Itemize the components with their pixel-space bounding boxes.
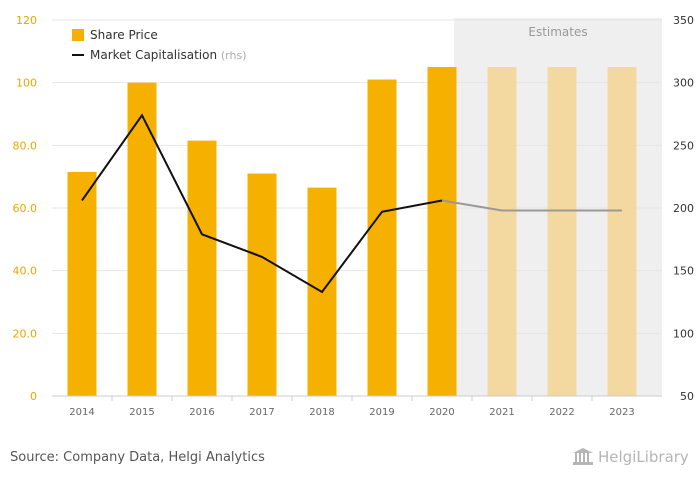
right-axis-tick: 250 xyxy=(673,139,694,152)
left-axis-tick: 60.0 xyxy=(13,202,38,215)
x-axis-tick: 2017 xyxy=(249,407,274,418)
chart: Estimates 0 20.0 40.0 60.0 80.0 100 120 50 100 150… xyxy=(13,14,695,418)
market-cap-line-estimate xyxy=(441,199,622,212)
x-axis-tick: 2020 xyxy=(429,407,454,418)
right-axis-tick: 100 xyxy=(673,327,694,340)
brand-name: HelgiLibrary xyxy=(598,448,689,466)
left-axis-tick: 40.0 xyxy=(13,265,38,278)
right-axis-tick: 50 xyxy=(680,390,694,403)
share-price-bar xyxy=(547,67,577,396)
x-axis-tick: 2023 xyxy=(609,407,634,418)
x-axis-tick: 2021 xyxy=(489,407,514,418)
right-axis-tick: 300 xyxy=(673,77,694,90)
x-axis-tick: 2019 xyxy=(369,407,394,418)
x-axis-tick: 2014 xyxy=(69,407,94,418)
brand-logo: HelgiLibrary xyxy=(572,448,689,466)
share-price-bar xyxy=(367,79,397,397)
left-axis-tick: 0 xyxy=(30,390,37,403)
legend-share-price-swatch xyxy=(72,29,84,41)
right-axis-tick: 200 xyxy=(673,202,694,215)
left-axis-tick: 120 xyxy=(16,14,37,27)
share-price-bar xyxy=(487,67,517,396)
x-axis-tick: 2018 xyxy=(309,407,334,418)
right-axis-tick: 150 xyxy=(673,265,694,278)
share-price-bar xyxy=(247,173,277,396)
legend-rhs-suffix: (rhs) xyxy=(221,49,247,62)
share-price-bar xyxy=(427,67,457,396)
left-axis-tick: 100 xyxy=(16,77,37,90)
x-axis-tick: 2022 xyxy=(549,407,574,418)
left-axis-tick: 20.0 xyxy=(13,327,38,340)
share-price-bar xyxy=(607,67,637,396)
right-axis-tick: 350 xyxy=(673,14,694,27)
market-cap-line xyxy=(81,113,443,294)
x-axis-tick: 2016 xyxy=(189,407,214,418)
source-note: Source: Company Data, Helgi Analytics xyxy=(10,450,265,465)
estimates-label: Estimates xyxy=(528,25,587,39)
library-icon xyxy=(573,448,593,465)
share-price-bar xyxy=(67,171,97,396)
left-axis-tick: 80.0 xyxy=(13,139,38,152)
legend-market-cap-label: Market Capitalisation (rhs) xyxy=(90,48,247,62)
share-price-bar xyxy=(187,140,217,396)
legend-share-price-label: Share Price xyxy=(90,28,158,42)
x-axis-tick: 2015 xyxy=(129,407,154,418)
